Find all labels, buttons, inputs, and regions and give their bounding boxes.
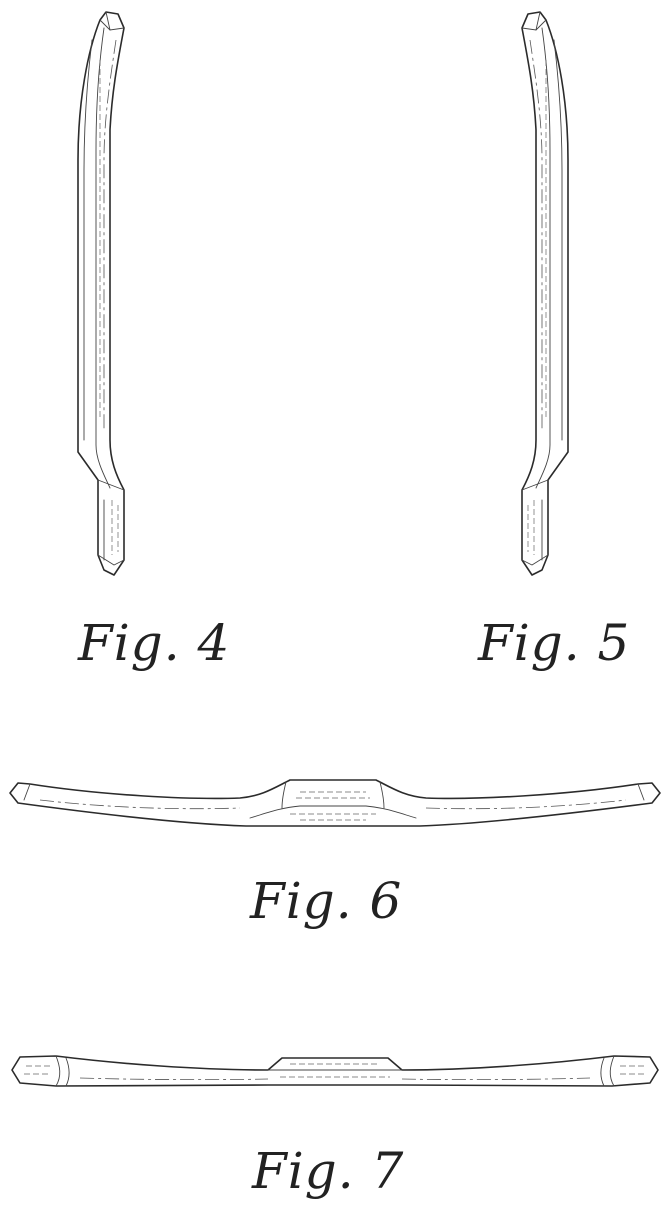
fig-5-drawing [522, 12, 568, 575]
fig-5-label: Fig. 5 [478, 614, 630, 672]
fig-7-label: Fig. 7 [252, 1142, 404, 1200]
fig-4-label: Fig. 4 [78, 614, 230, 672]
fig-6-drawing [10, 780, 660, 826]
fig-7-drawing [12, 1056, 658, 1086]
fig-4-drawing [78, 12, 124, 575]
fig-6-label: Fig. 6 [250, 872, 402, 930]
